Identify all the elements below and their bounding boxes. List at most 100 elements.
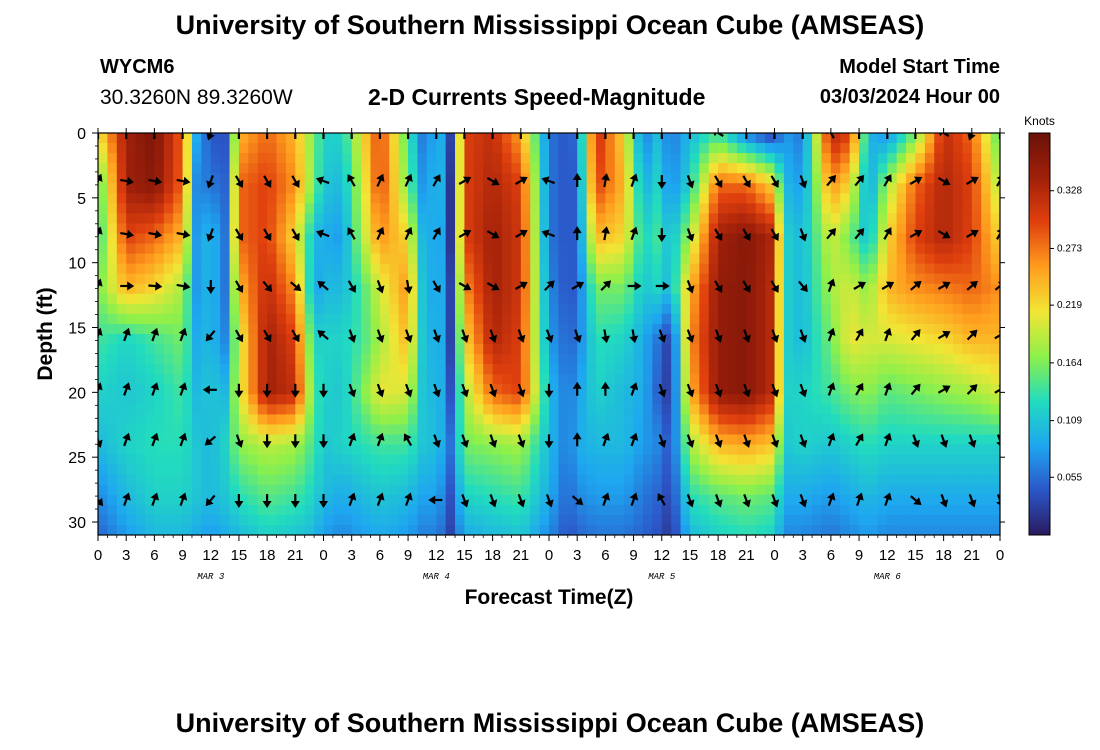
heatmap-cell <box>295 494 306 506</box>
heatmap-cell <box>257 394 268 405</box>
heatmap-cell <box>285 313 296 325</box>
heatmap-cell <box>173 183 184 194</box>
heatmap-cell <box>633 334 644 345</box>
heatmap-cell <box>614 504 625 516</box>
heatmap-cell <box>812 173 823 184</box>
heatmap-cell <box>154 223 165 235</box>
heatmap-cell <box>107 414 118 426</box>
heatmap-cell <box>229 484 240 496</box>
heatmap-cell <box>765 424 776 436</box>
heatmap-cell <box>558 424 569 436</box>
heatmap-cell <box>812 464 823 476</box>
heatmap-cell <box>426 504 437 516</box>
heatmap-cell <box>671 434 682 446</box>
heatmap-cell <box>849 143 860 154</box>
heatmap-cell <box>98 504 108 516</box>
heatmap-cell <box>144 313 155 325</box>
heatmap-cell <box>934 374 945 385</box>
heatmap-cell <box>436 313 447 325</box>
heatmap-cell <box>502 484 513 496</box>
current-direction-arrow <box>883 492 892 507</box>
heatmap-cell <box>304 173 315 184</box>
heatmap-cell <box>887 424 898 436</box>
heatmap-cell <box>520 163 531 174</box>
heatmap-cell <box>708 253 719 265</box>
heatmap-cell <box>577 173 588 184</box>
heatmap-cell <box>98 163 108 174</box>
heatmap-cell <box>736 464 747 476</box>
heatmap-cell <box>191 334 202 345</box>
heatmap-cell <box>736 454 747 466</box>
heatmap-cell <box>98 444 108 456</box>
heatmap-cell <box>906 193 917 204</box>
heatmap-cell <box>915 303 926 315</box>
heatmap-cell <box>671 514 682 526</box>
heatmap-cell <box>915 313 926 325</box>
current-direction-arrow <box>432 434 441 448</box>
heatmap-cell <box>116 444 127 456</box>
heatmap-cell <box>971 504 982 516</box>
heatmap-cell <box>370 253 381 265</box>
heatmap-cell <box>398 404 409 415</box>
heatmap-cell <box>915 133 926 144</box>
heatmap-cell <box>464 424 475 436</box>
heatmap-cell <box>342 434 353 446</box>
heatmap-cell <box>173 394 184 405</box>
heatmap-cell <box>774 173 785 184</box>
heatmap-cell <box>774 504 785 516</box>
heatmap-cell <box>248 334 259 345</box>
heatmap-cell <box>116 334 127 345</box>
heatmap-cell <box>642 434 653 446</box>
heatmap-cell <box>924 253 935 265</box>
heatmap-cell <box>98 484 108 496</box>
heatmap-cell <box>859 133 870 144</box>
current-direction-arrow <box>463 133 466 139</box>
heatmap-cell <box>154 183 165 194</box>
heatmap-cell <box>840 273 851 285</box>
heatmap-cell <box>248 474 259 486</box>
heatmap-cell <box>962 444 973 456</box>
heatmap-cell <box>107 404 118 415</box>
heatmap-cell <box>314 283 325 295</box>
heatmap-cell <box>154 143 165 154</box>
heatmap-cell <box>549 434 559 446</box>
heatmap-cell <box>934 444 945 456</box>
heatmap-cell <box>793 474 804 486</box>
heatmap-cell <box>332 133 343 144</box>
heatmap-cell <box>398 323 409 335</box>
heatmap-cell <box>182 263 193 275</box>
heatmap-cell <box>990 384 1000 395</box>
heatmap-cell <box>182 193 193 204</box>
heatmap-cell <box>417 474 428 486</box>
current-direction-arrow <box>966 229 979 239</box>
heatmap-cell <box>642 464 653 476</box>
heatmap-cell <box>163 354 174 365</box>
heatmap-cell <box>408 283 419 295</box>
heatmap-cell <box>614 203 625 214</box>
heatmap-cell <box>868 213 879 225</box>
heatmap-cell <box>107 193 118 204</box>
heatmap-cell <box>671 273 682 285</box>
heatmap-cell <box>924 203 935 214</box>
heatmap-cell <box>896 394 907 405</box>
heatmap-cell <box>765 384 776 395</box>
heatmap-cell <box>304 494 315 506</box>
heatmap-cell <box>389 354 400 365</box>
current-direction-arrow <box>742 493 751 508</box>
current-direction-arrow <box>629 329 639 344</box>
heatmap-cell <box>812 494 823 506</box>
heatmap-cell <box>896 414 907 426</box>
heatmap-cell <box>971 404 982 415</box>
heatmap-cell <box>652 263 663 275</box>
x-tick-label: 0 <box>770 547 778 564</box>
heatmap-cell <box>408 193 419 204</box>
heatmap-cell <box>473 243 484 255</box>
heatmap-cell <box>182 364 193 375</box>
heatmap-cell <box>116 203 127 214</box>
heatmap-cell <box>990 273 1000 285</box>
heatmap-cell <box>182 273 193 285</box>
heatmap-cell <box>210 344 221 355</box>
heatmap-cell <box>727 414 738 426</box>
heatmap-cell <box>558 163 569 174</box>
heatmap-cell <box>492 384 503 395</box>
